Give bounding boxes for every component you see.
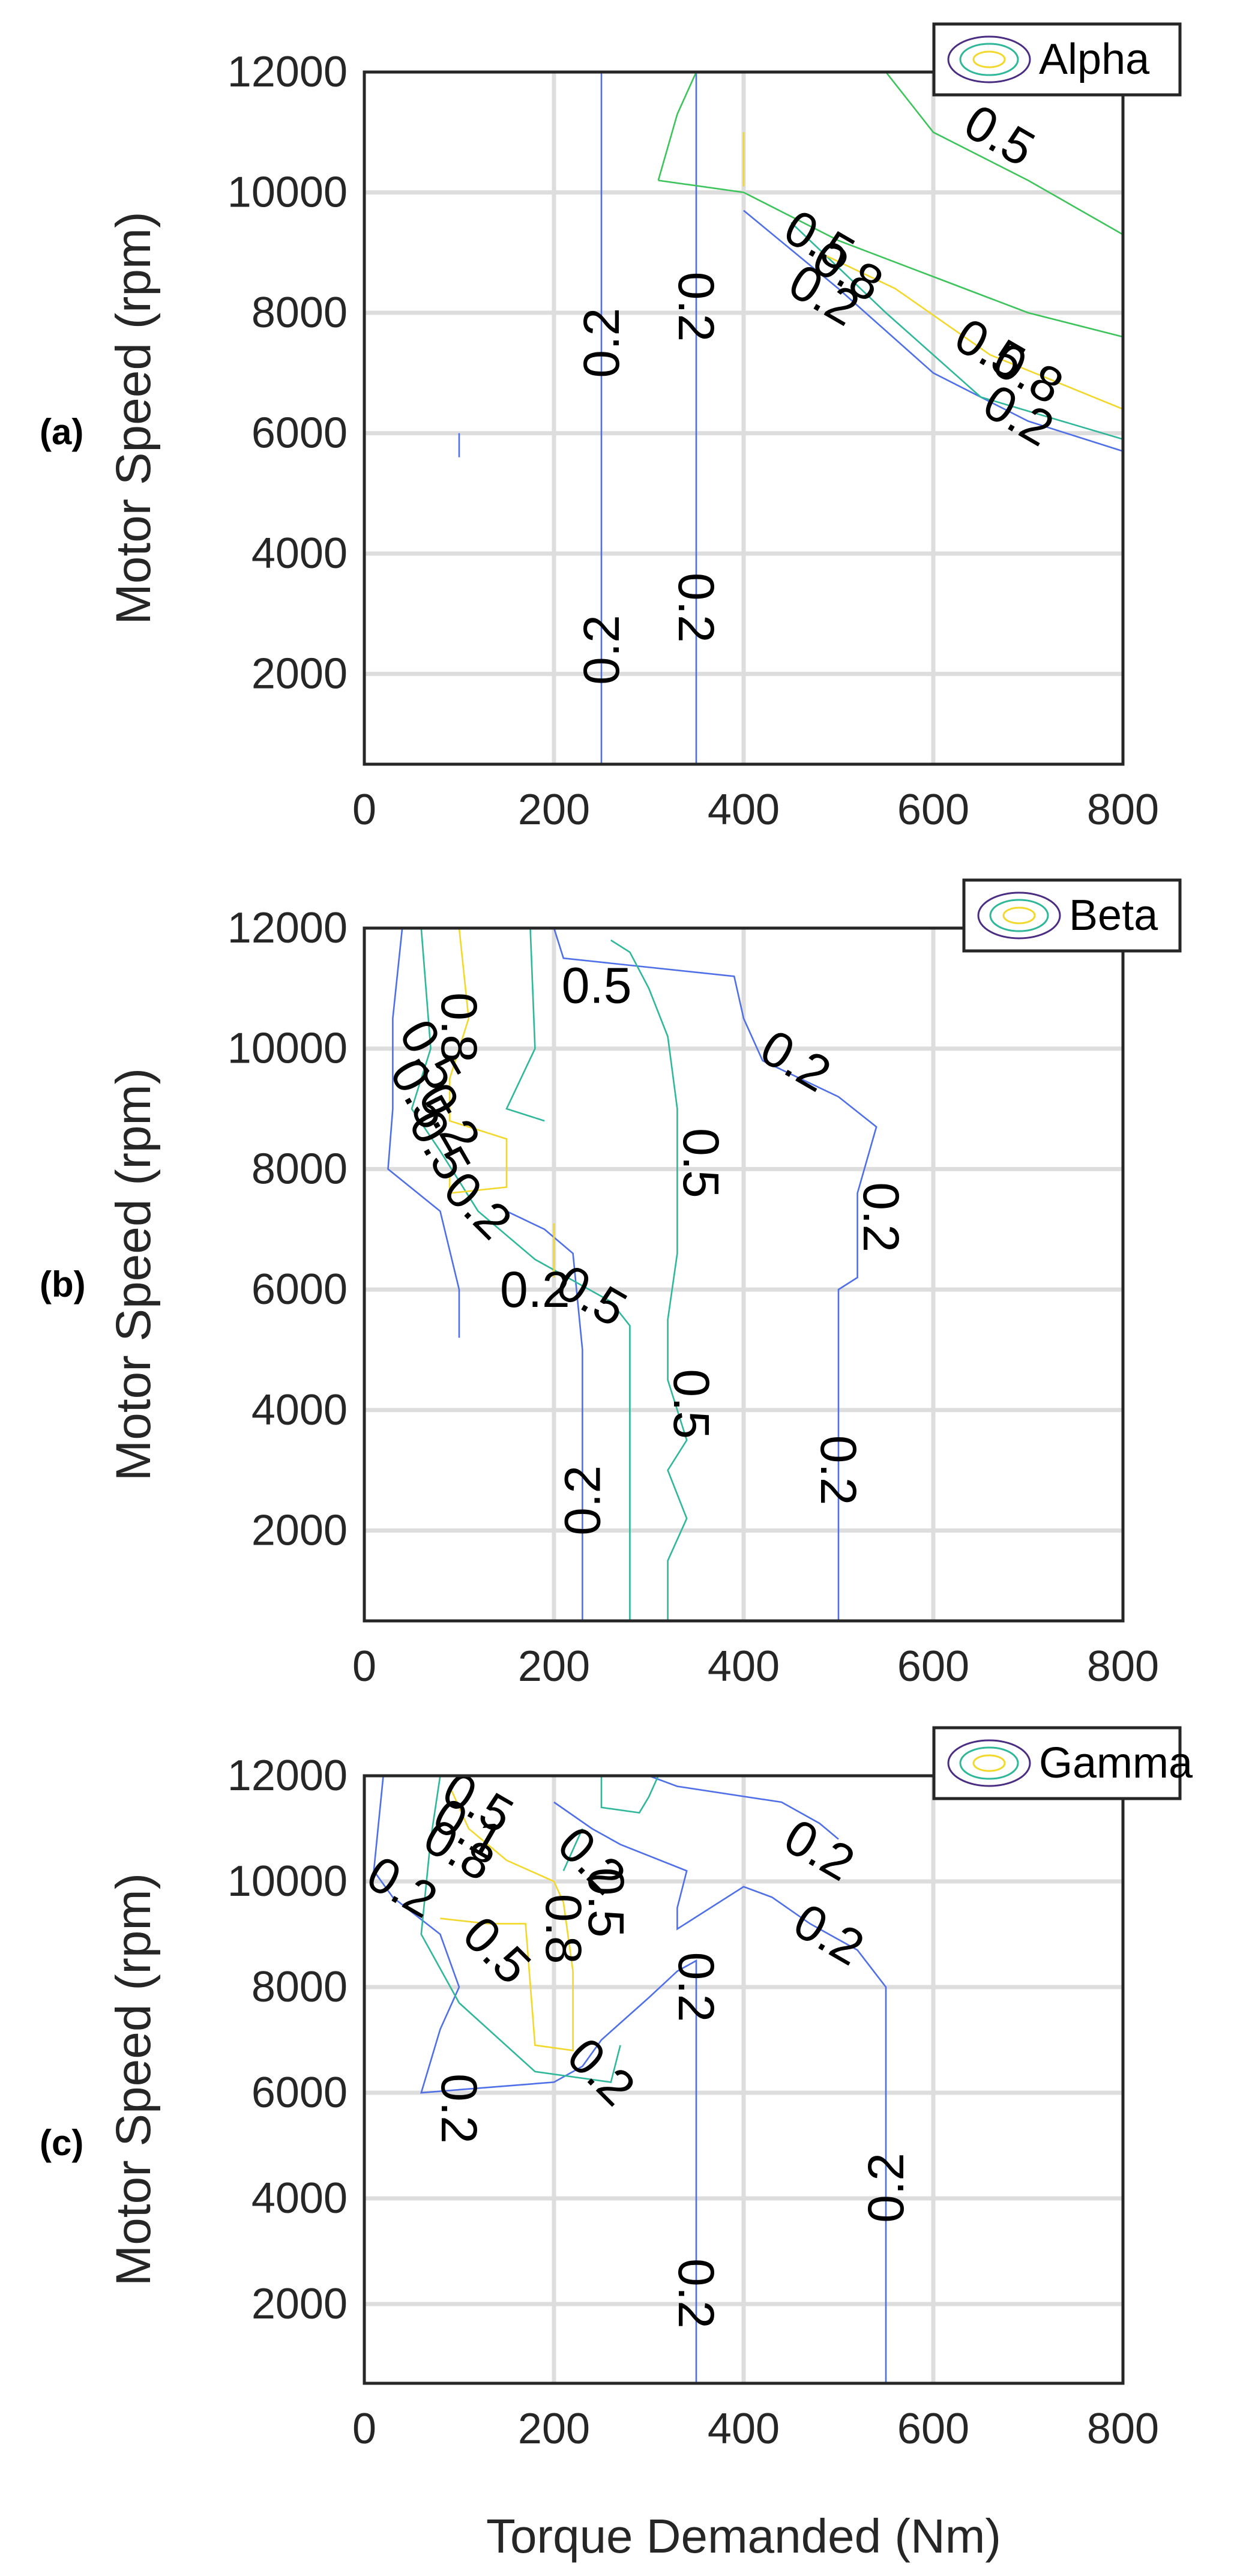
contour-line <box>553 1801 887 2383</box>
y-tick-label: 10000 <box>227 169 348 217</box>
panel-b: (b)0.80.50.50.20.50.20.50.20.50.20.50.50… <box>40 878 1182 1691</box>
axes-box <box>363 1774 1125 2385</box>
contour-label: 0.5 <box>663 1369 720 1439</box>
y-tick-label: 12000 <box>227 48 348 96</box>
y-tick-label: 4000 <box>251 1386 348 1434</box>
x-tick-label: 800 <box>1087 786 1159 834</box>
x-tick-label: 400 <box>708 786 780 834</box>
contour-line <box>411 928 631 1621</box>
contour-line <box>448 928 508 1194</box>
contour-label: 0.2 <box>853 1182 909 1252</box>
x-tick-label: 600 <box>897 2405 969 2453</box>
contour-line <box>553 928 877 1621</box>
contour-line <box>657 71 697 181</box>
figure-x-axis-label: Torque Demanded (Nm) <box>486 2509 1001 2563</box>
contour-line <box>373 1775 697 2383</box>
x-tick-label: 800 <box>1087 2405 1159 2453</box>
y-tick-label: 6000 <box>251 409 348 457</box>
y-tick-label: 6000 <box>251 2069 348 2117</box>
y-axis-label: Motor Speed (rpm) <box>106 1873 161 2286</box>
contour-line <box>387 928 460 1338</box>
y-tick-label: 10000 <box>227 1025 348 1073</box>
x-tick-label: 600 <box>897 786 969 834</box>
contour-label: 0.2 <box>668 1952 724 2022</box>
contour-line <box>819 252 1124 410</box>
legend-label: Alpha <box>1039 35 1150 83</box>
legend: Beta <box>962 878 1182 953</box>
contour-label: 0.2 <box>573 308 630 378</box>
x-tick-label: 200 <box>518 1642 590 1691</box>
panel-letter: (c) <box>40 2123 83 2163</box>
contour-line <box>440 1786 574 2052</box>
contour-legend-icon <box>977 891 1061 940</box>
legend-label: Beta <box>1069 891 1158 940</box>
contour-line <box>506 1210 583 1621</box>
contour-label: 0.2 <box>554 1465 610 1536</box>
contour-line <box>420 1775 621 2083</box>
contour-line <box>648 1775 839 1840</box>
contour-line <box>790 222 1124 440</box>
contour-line <box>743 210 1124 452</box>
x-tick-label: 200 <box>518 786 590 834</box>
contour-line <box>610 940 688 1621</box>
x-tick-label: 800 <box>1087 1642 1159 1691</box>
contour-legend-icon <box>947 35 1031 83</box>
contour-label: 0.2 <box>573 615 630 685</box>
y-tick-label: 12000 <box>227 904 348 952</box>
x-tick-label: 200 <box>518 2405 590 2453</box>
y-axis-label: Motor Speed (rpm) <box>106 211 161 624</box>
contour-label: 0.2 <box>431 2074 487 2144</box>
axes-box <box>363 70 1125 766</box>
contour-line <box>658 179 1124 338</box>
contour-line <box>885 71 1124 235</box>
y-tick-label: 2000 <box>251 2280 348 2328</box>
contour-legend-icon <box>947 1739 1031 1787</box>
y-tick-label: 4000 <box>251 529 348 578</box>
contour-label: 0.2 <box>858 2153 914 2223</box>
y-tick-label: 8000 <box>251 1145 348 1193</box>
legend: Gamma <box>932 1726 1193 1800</box>
x-tick-label: 0 <box>352 2405 376 2453</box>
y-tick-label: 2000 <box>251 650 348 698</box>
y-tick-label: 10000 <box>227 1857 348 1905</box>
y-tick-label: 2000 <box>251 1506 348 1554</box>
contour-label: 0.5 <box>578 1868 634 1938</box>
panel-c: (c)0.50.10.80.20.50.20.50.80.20.20.20.20… <box>40 1726 1193 2453</box>
legend-label: Gamma <box>1039 1739 1193 1787</box>
contour-label: 0.5 <box>673 1128 729 1198</box>
contour-label: 0.2 <box>668 2258 724 2329</box>
panel-letter: (a) <box>40 412 83 452</box>
contour-label: 0.5 <box>562 957 632 1013</box>
contour-label: 0.2 <box>668 272 724 342</box>
panel-letter: (b) <box>40 1264 86 1305</box>
axes-box <box>363 926 1125 1623</box>
y-tick-label: 8000 <box>251 289 348 337</box>
panel-a: (a)0.50.20.20.20.20.50.80.20.50.80.20 200… <box>40 22 1182 834</box>
contour-label: 0.8 <box>535 1894 592 1964</box>
x-tick-label: 400 <box>708 2405 780 2453</box>
contour-line <box>600 1775 659 1814</box>
y-tick-label: 12000 <box>227 1752 348 1800</box>
x-tick-label: 400 <box>708 1642 780 1691</box>
y-tick-label: 8000 <box>251 1963 348 2011</box>
contour-label: 0.2 <box>500 1261 570 1318</box>
contour-label: 0.2 <box>810 1435 867 1506</box>
y-tick-label: 4000 <box>251 2174 348 2222</box>
y-tick-label: 6000 <box>251 1265 348 1314</box>
legend: Alpha <box>932 22 1182 97</box>
x-tick-label: 0 <box>352 1642 376 1691</box>
contour-label: 0.2 <box>668 573 724 643</box>
y-axis-label: Motor Speed (rpm) <box>106 1068 161 1481</box>
x-tick-label: 600 <box>897 1642 969 1691</box>
contour-label: 0.8 <box>431 992 487 1063</box>
contour-line <box>505 928 545 1122</box>
contour-line <box>562 1828 583 1871</box>
x-tick-label: 0 <box>352 786 376 834</box>
